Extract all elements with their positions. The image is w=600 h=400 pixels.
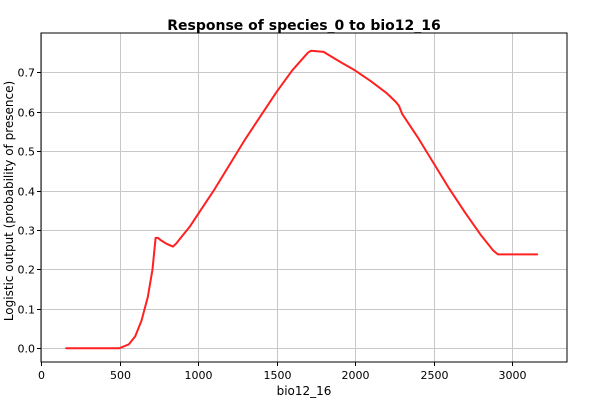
response-curve (65, 49, 539, 350)
chart-title: Response of species_0 to bio12_16 (167, 18, 440, 34)
x-tick-label: 0 (38, 369, 45, 382)
y-axis-ticks: 0.0 0.1 0.2 0.3 0.4 0.5 0.6 0.7 (18, 67, 41, 356)
x-axis-ticks: 0 500 1000 1500 2000 2500 3000 (38, 362, 527, 382)
x-tick-label: 1500 (264, 369, 292, 382)
plot-data (65, 49, 539, 350)
grid-lines (41, 33, 567, 362)
y-tick-label: 0.7 (18, 67, 36, 80)
y-tick-label: 0.0 (18, 343, 36, 356)
x-tick-label: 500 (110, 369, 131, 382)
x-tick-label: 2500 (421, 369, 449, 382)
plot-frame (40, 32, 568, 363)
y-axis-label: Logistic output (probability of presence… (2, 81, 16, 321)
x-axis-label: bio12_16 (277, 384, 332, 398)
x-tick-label: 3000 (499, 369, 527, 382)
y-tick-label: 0.3 (18, 225, 36, 238)
y-tick-label: 0.5 (18, 146, 36, 159)
x-tick-label: 2000 (342, 369, 370, 382)
y-tick-label: 0.6 (18, 107, 36, 120)
y-tick-label: 0.4 (18, 186, 36, 199)
y-tick-label: 0.1 (18, 304, 36, 317)
x-tick-label: 1000 (185, 369, 213, 382)
y-tick-label: 0.2 (18, 264, 36, 277)
